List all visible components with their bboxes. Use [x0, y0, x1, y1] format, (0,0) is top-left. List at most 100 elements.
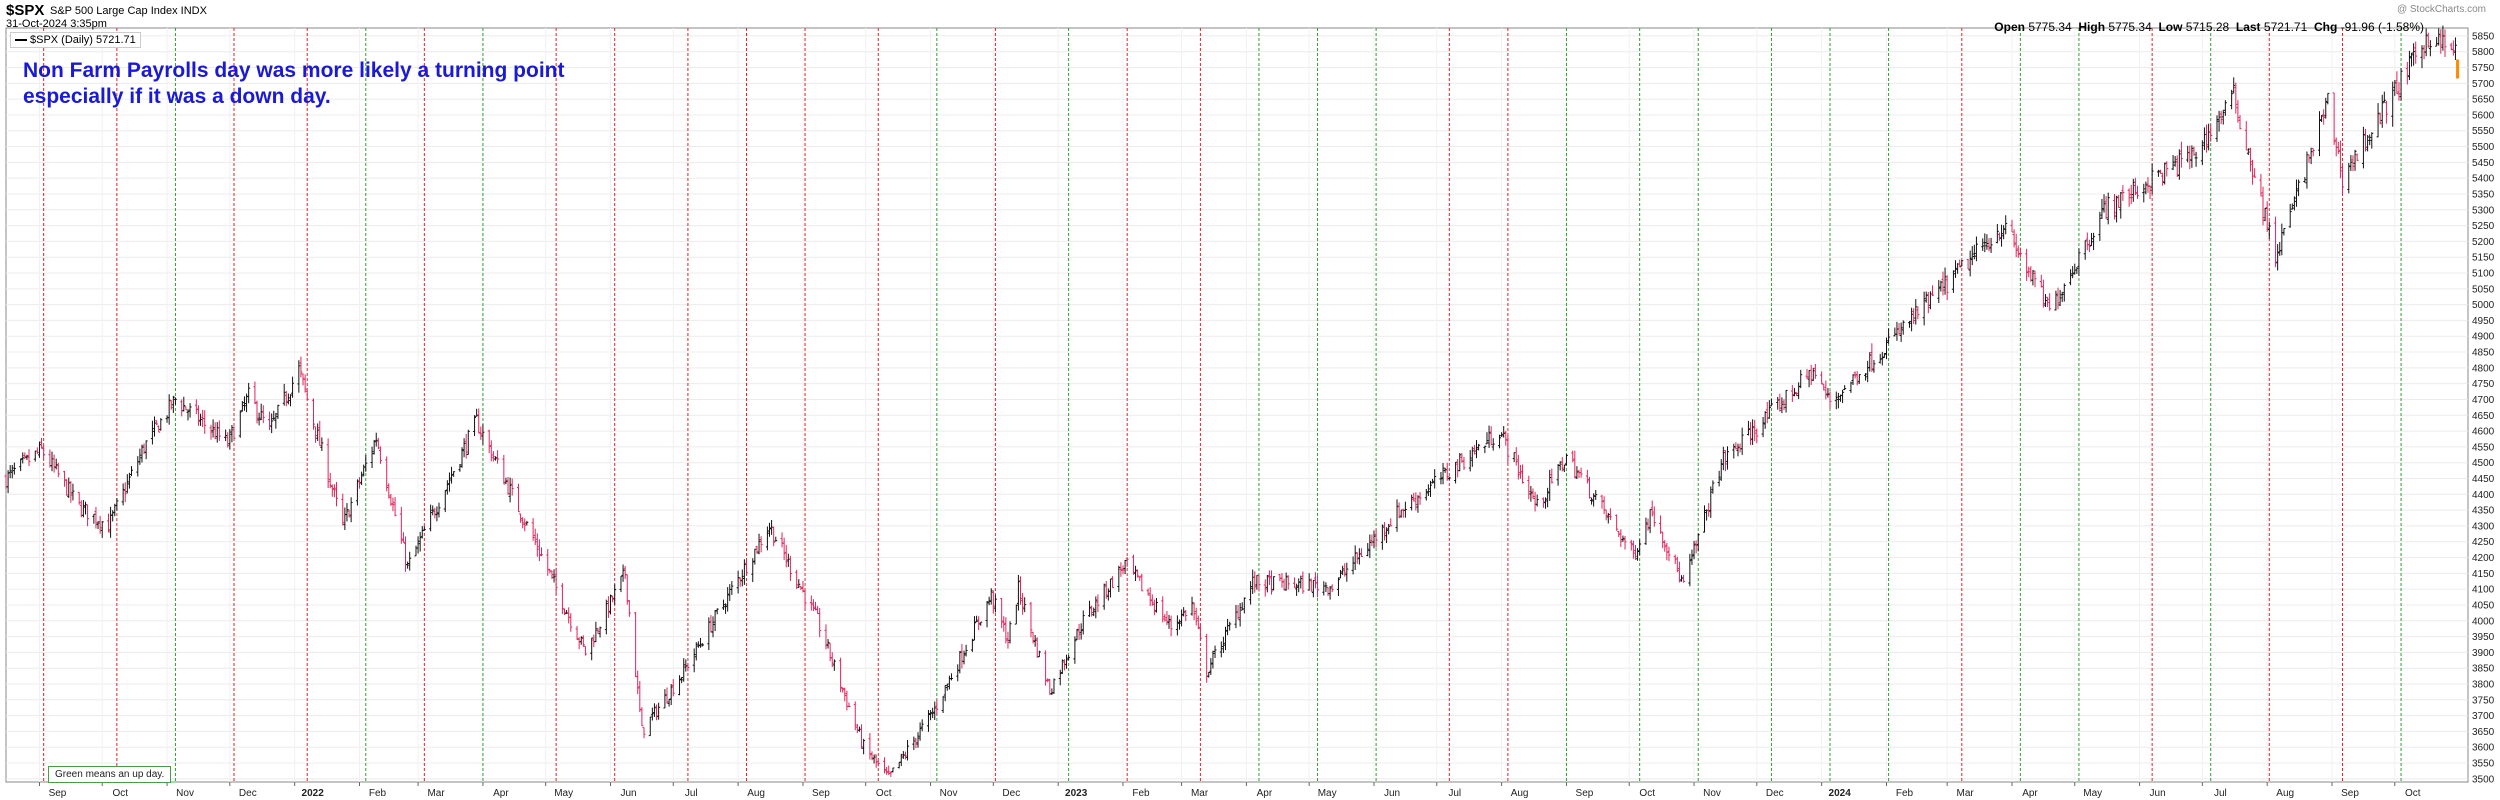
y-tick-label: 4150 — [2472, 569, 2495, 580]
y-tick-label: 4250 — [2472, 537, 2495, 548]
x-tick-label: Nov — [1703, 788, 1721, 799]
x-tick-label: Oct — [112, 788, 128, 799]
y-tick-label: 3950 — [2472, 632, 2495, 643]
x-tick-label: Aug — [747, 788, 765, 799]
y-tick-label: 4750 — [2472, 379, 2495, 390]
y-tick-label: 4300 — [2472, 521, 2495, 532]
y-tick-label: 5750 — [2472, 63, 2495, 74]
y-tick-label: 5000 — [2472, 300, 2495, 311]
x-axis: Sep Oct Nov Dec 2022 Feb Mar Apr May Jun Jul Aug Sep… — [38, 782, 2421, 799]
x-tick-label: Mar — [1957, 788, 1975, 799]
y-tick-label: 3800 — [2472, 679, 2495, 690]
y-tick-label: 4550 — [2472, 442, 2495, 453]
y-tick-label: 5150 — [2472, 253, 2495, 264]
y-tick-label: 4700 — [2472, 395, 2495, 406]
x-tick-label: Jun — [1384, 788, 1400, 799]
plot-border — [5, 27, 2469, 783]
x-tick-label: Oct — [876, 788, 892, 799]
ticker-symbol: $SPX — [6, 2, 45, 19]
y-tick-label: 5500 — [2472, 142, 2495, 153]
x-tick-label: Jun — [620, 788, 636, 799]
series-legend: $SPX (Daily) 5721.71 — [10, 32, 141, 48]
y-tick-label: 5650 — [2472, 95, 2495, 106]
x-tick-label: Apr — [1257, 788, 1273, 799]
x-tick-label: Nov — [940, 788, 958, 799]
y-tick-label: 4950 — [2472, 316, 2495, 327]
chg-label: Chg — [2313, 20, 2338, 34]
y-tick-label: 4050 — [2472, 600, 2495, 611]
y-tick-label: 4350 — [2472, 506, 2495, 517]
x-tick-label: May — [554, 788, 573, 799]
y-tick-label: 4650 — [2472, 411, 2495, 422]
x-tick-label: Dec — [1002, 788, 1020, 799]
y-tick-label: 3750 — [2472, 695, 2495, 706]
y-tick-label: 4500 — [2472, 458, 2495, 469]
y-tick-label: 5100 — [2472, 269, 2495, 280]
y-tick-label: 5400 — [2472, 174, 2495, 185]
x-tick-label: Apr — [2022, 788, 2038, 799]
y-tick-label: 5250 — [2472, 221, 2495, 232]
y-tick-label: 4600 — [2472, 427, 2495, 438]
x-tick-label: Dec — [1766, 788, 1784, 799]
x-tick-label: 2022 — [302, 788, 325, 799]
annotation-line-2: especially if it was a down day. — [23, 85, 331, 108]
x-tick-label: Mar — [1191, 788, 1209, 799]
y-tick-label: 5600 — [2472, 110, 2495, 121]
x-tick-label: Oct — [1639, 788, 1655, 799]
legend-text: $SPX (Daily) 5721.71 — [30, 34, 136, 46]
y-tick-label: 5800 — [2472, 47, 2495, 58]
open-value: 5775.34 — [2028, 20, 2072, 34]
y-axis: 3500 3550 3600 3650 3700 3750 3800 3850 3900 3950… — [2472, 31, 2495, 785]
chart-annotation: Non Farm Payrolls day was more likely a … — [23, 58, 564, 110]
x-tick-label: Jul — [2214, 788, 2227, 799]
y-tick-label: 3850 — [2472, 664, 2495, 675]
x-tick-label: 2024 — [1829, 788, 1852, 799]
x-tick-label: May — [2083, 788, 2102, 799]
y-tick-label: 3700 — [2472, 711, 2495, 722]
y-tick-label: 5550 — [2472, 126, 2495, 137]
x-tick-label: Mar — [427, 788, 445, 799]
nfp-day-lines — [43, 28, 2402, 782]
chart-datetime: 31-Oct-2024 3:35pm — [6, 18, 107, 30]
x-tick-label: Oct — [2405, 788, 2421, 799]
y-tick-label: 4400 — [2472, 490, 2495, 501]
y-tick-label: 4450 — [2472, 474, 2495, 485]
y-tick-label: 5050 — [2472, 284, 2495, 295]
y-tick-label: 3500 — [2472, 774, 2495, 785]
x-tick-label: Sep — [2341, 788, 2359, 799]
x-tick-label: Nov — [176, 788, 194, 799]
y-tick-label: 5450 — [2472, 158, 2495, 169]
low-label: Low — [2158, 20, 2183, 34]
gridlines — [6, 28, 2468, 782]
y-tick-label: 5700 — [2472, 79, 2495, 90]
x-tick-label: Jul — [685, 788, 698, 799]
last-label: Last — [2235, 20, 2261, 34]
legend-swatch — [15, 39, 27, 42]
y-tick-label: 5850 — [2472, 31, 2495, 42]
last-price-bar — [2456, 59, 2460, 79]
x-tick-label: Sep — [49, 788, 67, 799]
y-tick-label: 3900 — [2472, 648, 2495, 659]
ticker-description: S&P 500 Large Cap Index INDX — [50, 5, 207, 17]
open-label: Open — [1994, 20, 2025, 34]
y-tick-label: 5300 — [2472, 205, 2495, 216]
high-label: High — [2078, 20, 2106, 34]
price-bars — [4, 25, 2460, 777]
stockcharts-logo: @ StockCharts.com — [2396, 4, 2486, 15]
y-tick-label: 3550 — [2472, 759, 2495, 770]
x-tick-label: May — [1318, 788, 1337, 799]
x-tick-label: Jun — [2150, 788, 2166, 799]
y-tick-label: 3650 — [2472, 727, 2495, 738]
chg-value: -91.96 (-1.58%) — [2340, 20, 2424, 34]
x-tick-label: Sep — [812, 788, 830, 799]
high-value: 5775.34 — [2108, 20, 2152, 34]
y-tick-label: 4000 — [2472, 616, 2495, 627]
y-tick-label: 4200 — [2472, 553, 2495, 564]
y-tick-label: 4800 — [2472, 363, 2495, 374]
annotation-line-1: Non Farm Payrolls day was more likely a … — [23, 59, 565, 82]
x-tick-label: Sep — [1576, 788, 1594, 799]
x-tick-label: Jul — [1448, 788, 1461, 799]
x-tick-label: Feb — [1896, 788, 1914, 799]
x-tick-label: Dec — [239, 788, 257, 799]
ohlc-readout: Open 5775.34 High 5775.34 Low 5715.28 La… — [1994, 20, 2424, 34]
